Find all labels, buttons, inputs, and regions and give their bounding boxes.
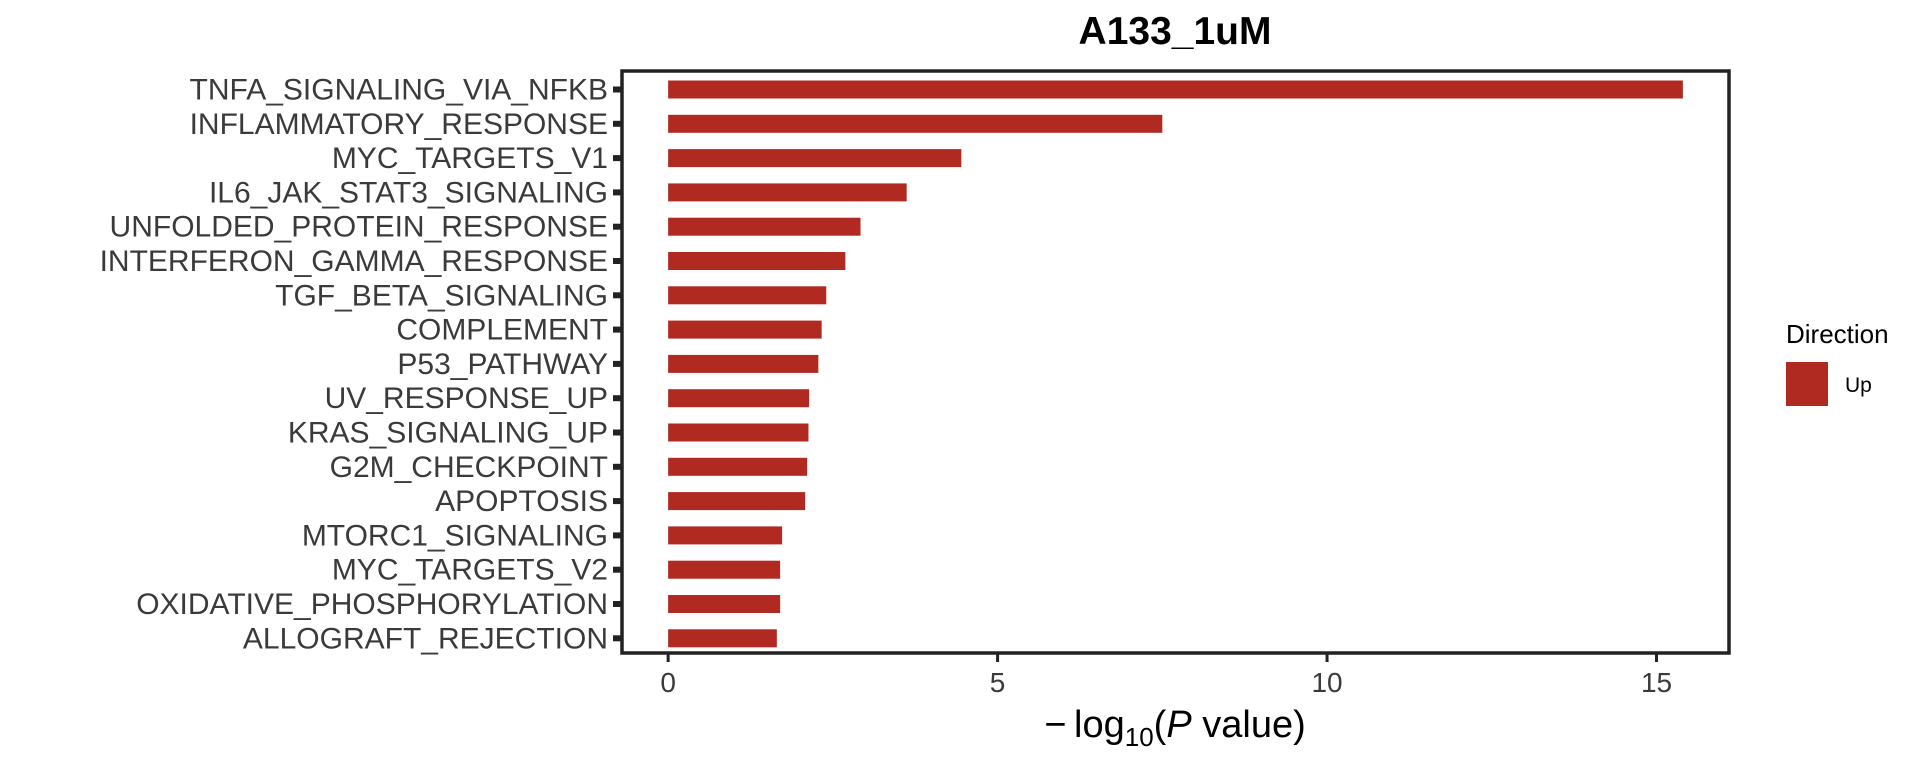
y-tick-mark xyxy=(613,601,622,607)
category-label: OXIDATIVE_PHOSPHORYLATION xyxy=(136,588,608,621)
category-label: TGF_BETA_SIGNALING xyxy=(275,279,608,312)
y-tick-mark xyxy=(613,395,622,402)
bar-oxidative-phosphorylation xyxy=(668,595,781,613)
category-label: INFLAMMATORY_RESPONSE xyxy=(190,108,608,141)
category-label: IL6_JAK_STAT3_SIGNALING xyxy=(209,176,608,209)
bar-inflammatory-response xyxy=(668,114,1163,133)
y-tick-mark xyxy=(613,463,622,470)
category-label: KRAS_SIGNALING_UP xyxy=(288,417,608,450)
y-tick-mark xyxy=(613,86,622,93)
x-axis-title-prefix: − log xyxy=(1044,704,1125,746)
legend: Direction Up xyxy=(1786,319,1889,406)
x-axis-title-subscript: 10 xyxy=(1125,722,1154,752)
y-tick-mark xyxy=(613,189,622,196)
y-tick-mark xyxy=(613,566,622,573)
x-tick-mark xyxy=(996,653,1000,662)
y-tick-mark xyxy=(613,326,622,333)
x-axis-title-rest: value) xyxy=(1192,704,1306,746)
category-label: TNFA_SIGNALING_VIA_NFKB xyxy=(190,74,608,107)
category-label: G2M_CHECKPOINT xyxy=(330,451,608,484)
category-label: APOPTOSIS xyxy=(435,485,608,518)
bar-unfolded-protein-response xyxy=(668,217,861,236)
category-label: COMPLEMENT xyxy=(396,314,608,347)
x-axis-ticks: 0 5 10 15 xyxy=(660,653,1672,698)
category-label: ALLOGRAFT_REJECTION xyxy=(243,622,608,655)
x-axis-title-open: ( xyxy=(1154,704,1167,746)
legend-swatch-up xyxy=(1786,362,1828,406)
bar-il6-jak-stat3-signaling xyxy=(668,183,907,202)
category-label: MYC_TARGETS_V2 xyxy=(332,554,608,587)
bar-myc-targets-v1 xyxy=(668,149,962,168)
legend-entries: Up xyxy=(1786,362,1872,406)
x-tick-mark xyxy=(1325,653,1329,662)
legend-label-up: Up xyxy=(1845,374,1872,397)
bar-p53-pathway xyxy=(668,354,819,373)
category-label: MTORC1_SIGNALING xyxy=(302,519,608,552)
bars-layer xyxy=(668,80,1683,648)
bar-tgf-beta-signaling xyxy=(668,286,827,305)
y-tick-mark xyxy=(613,429,622,436)
bar-complement xyxy=(668,320,822,339)
chart-title: A133_1uM xyxy=(1079,10,1272,53)
x-tick-label: 10 xyxy=(1311,667,1342,698)
category-label: P53_PATHWAY xyxy=(397,348,608,381)
category-label: INTERFERON_GAMMA_RESPONSE xyxy=(100,245,608,278)
y-tick-mark xyxy=(613,532,622,539)
x-tick-mark xyxy=(666,653,670,662)
category-label: UV_RESPONSE_UP xyxy=(325,382,608,415)
y-tick-mark xyxy=(613,360,622,367)
y-tick-mark xyxy=(613,498,622,505)
category-label: MYC_TARGETS_V1 xyxy=(332,142,608,175)
category-label: UNFOLDED_PROTEIN_RESPONSE xyxy=(110,211,608,244)
bar-uv-response-up xyxy=(668,389,810,408)
legend-title: Direction xyxy=(1786,319,1889,349)
x-tick-mark xyxy=(1655,653,1659,662)
x-tick-label: 15 xyxy=(1641,667,1672,698)
bar-myc-targets-v2 xyxy=(668,560,781,579)
bar-allograft-rejection xyxy=(668,629,777,648)
x-axis-title-italic: P xyxy=(1166,704,1192,746)
y-tick-mark xyxy=(613,635,622,642)
bar-tnfa-signaling-via-nfkb xyxy=(668,80,1683,99)
y-tick-mark xyxy=(613,223,622,230)
x-tick-label: 5 xyxy=(990,667,1006,698)
y-tick-mark xyxy=(613,155,622,162)
y-tick-mark xyxy=(613,292,622,299)
category-labels: TNFA_SIGNALING_VIA_NFKBINFLAMMATORY_RESP… xyxy=(100,74,622,655)
bar-kras-signaling-up xyxy=(668,423,809,442)
y-tick-mark xyxy=(613,120,622,127)
bar-mtorc1-signaling xyxy=(668,526,783,545)
y-tick-mark xyxy=(613,258,622,264)
plot-panel-border xyxy=(620,69,1731,655)
x-tick-label: 0 xyxy=(660,667,676,698)
x-axis-title: − log10(P value) xyxy=(1044,704,1306,752)
bar-g2m-checkpoint xyxy=(668,457,808,476)
bar-interferon-gamma-response xyxy=(668,252,846,270)
bar-apoptosis xyxy=(668,492,806,511)
